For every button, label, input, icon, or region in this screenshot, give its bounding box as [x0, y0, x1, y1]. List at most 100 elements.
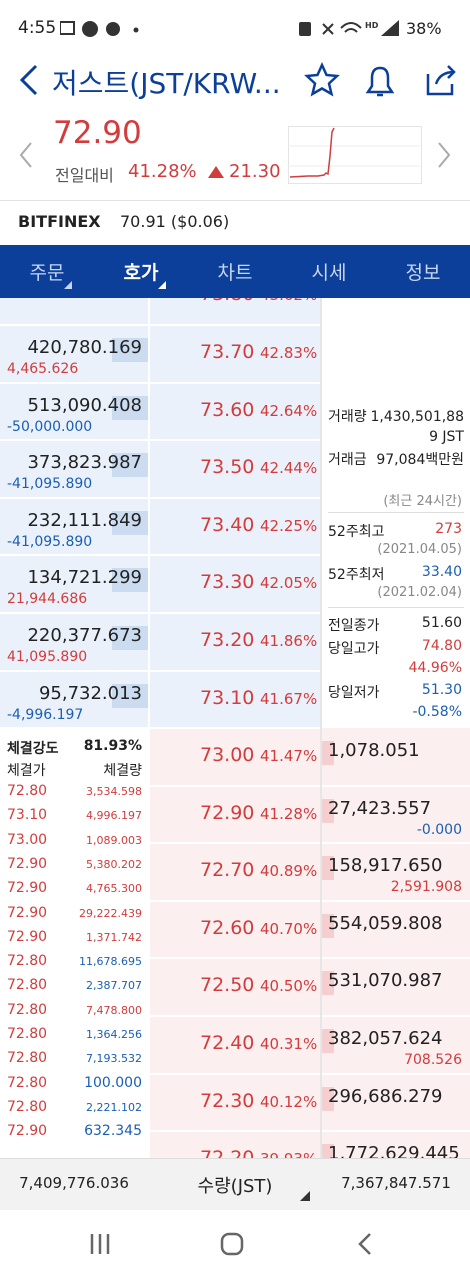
- back-nav[interactable]: [358, 1233, 371, 1255]
- info-value: 273: [435, 521, 462, 537]
- bid-change: 2,591.908: [390, 879, 462, 896]
- row-separator: [150, 1072, 470, 1075]
- trade-volume: 29,222.439: [79, 906, 142, 920]
- info-rate: -0.58%: [412, 704, 462, 720]
- status-icons: [60, 21, 139, 37]
- ask-price: 73.50: [200, 456, 255, 479]
- info-note: (최근 24시간): [383, 494, 462, 509]
- info-label: 당일고가: [328, 641, 380, 657]
- row-separator: [150, 784, 470, 787]
- prev-arrow[interactable]: [16, 140, 36, 170]
- info-rate: 44.96%: [408, 660, 462, 676]
- ask-price: 73.10: [200, 686, 255, 709]
- status-time: 4:55: [18, 18, 57, 38]
- tab[interactable]: 주문: [29, 262, 65, 284]
- strength-value: 81.93%: [83, 738, 142, 754]
- ask-change: 21,944.686: [7, 591, 88, 608]
- info-label: 52주최고: [328, 524, 385, 540]
- trade-volume: 7,478.800: [86, 1003, 142, 1017]
- bid-right-bg: [322, 728, 470, 1158]
- ask-change: 4,465.626: [7, 361, 79, 377]
- trade-price: 72.90: [7, 928, 48, 945]
- bid-quantity: 296,686.279: [328, 1085, 443, 1107]
- row-separator: [0, 439, 320, 442]
- tab-dropdown-icon: [64, 281, 72, 289]
- ask-change: 41,095.890: [7, 649, 88, 665]
- info-note: (2021.04.05): [377, 542, 462, 557]
- bid-total: 7,367,847.571: [341, 1174, 451, 1192]
- divider: [0, 200, 470, 201]
- trade-volume: 3,534.598: [86, 785, 142, 798]
- bid-quantity-bar: [322, 741, 334, 765]
- row-separator: [0, 496, 320, 499]
- bid-quantity: 158,917.650: [328, 855, 443, 877]
- tab-bar: 주문 호가 차트 시세 정보: [0, 245, 470, 298]
- info-label: 52주최저: [328, 567, 385, 583]
- ask-price: 73.40: [200, 513, 255, 536]
- trade-volume: 632.345: [84, 1123, 142, 1140]
- tab[interactable]: 차트: [217, 262, 253, 284]
- unit-selector[interactable]: 수량(JST): [197, 1176, 273, 1197]
- trade-price-header: 체결가: [7, 763, 46, 779]
- info-value: 74.80: [421, 638, 462, 654]
- ask-rate: 42.64%: [260, 401, 318, 420]
- trade-volume: 4,765.300: [86, 882, 142, 896]
- ask-quantity: 513,090.408: [27, 394, 142, 416]
- unit-dropdown-icon: [300, 1191, 310, 1201]
- bid-quantity: 531,070.987: [328, 970, 443, 992]
- tab[interactable]: 호가: [123, 262, 159, 284]
- ask-change: -50,000.000: [7, 418, 93, 435]
- bid-price: 72.70: [200, 859, 255, 882]
- info-label: 거래량: [328, 409, 367, 425]
- row-separator: [150, 842, 470, 845]
- bid-rate: 39.93%: [260, 1150, 317, 1158]
- tab[interactable]: 정보: [405, 262, 441, 284]
- row-separator: [150, 1015, 470, 1017]
- trade-price: 72.90: [7, 855, 48, 872]
- ask-quantity: 232,111.849: [27, 509, 142, 531]
- bid-price: 72.50: [200, 974, 255, 997]
- change-rate: 41.28%: [128, 161, 197, 182]
- trade-price: 72.90: [7, 904, 48, 921]
- bid-quantity-bar: [322, 1029, 334, 1053]
- ask-price: 73.70: [200, 341, 255, 363]
- row-separator: [0, 612, 320, 614]
- next-arrow[interactable]: [434, 140, 454, 170]
- row-separator: [150, 1130, 470, 1133]
- bid-quantity-bar: [322, 913, 334, 938]
- trade-volume: 4,996.197: [86, 809, 142, 823]
- info-amount: 거래금 97,084백만원: [328, 450, 464, 470]
- info-volume: 거래량 1,430,501,889 JST: [328, 407, 464, 447]
- row-separator: [150, 957, 470, 960]
- ask-rate: 42.05%: [260, 574, 318, 593]
- tab[interactable]: 시세: [311, 262, 347, 284]
- ask-rate: 41.86%: [260, 632, 318, 650]
- tab-dropdown-icon: [158, 281, 166, 289]
- ask-quantity: 420,780.169: [27, 337, 142, 358]
- bid-change: 708.526: [404, 1052, 462, 1068]
- bid-mid-bg: [150, 728, 320, 1158]
- bid-rate: 40.70%: [260, 919, 318, 938]
- bid-rate: 40.89%: [260, 862, 318, 881]
- trade-volume: 2,221.102: [86, 1100, 142, 1114]
- ask-price: 73.60: [200, 398, 255, 421]
- trade-price: 72.80: [7, 1001, 48, 1018]
- trade-volume: 11,678.695: [79, 955, 142, 969]
- info-value: 51.30: [421, 682, 462, 698]
- recent-apps[interactable]: [90, 1234, 110, 1254]
- bid-quantity-bar: [322, 971, 334, 996]
- info-note: (2021.02.04): [377, 585, 462, 600]
- trade-price: 72.90: [7, 1123, 48, 1140]
- home-button[interactable]: [220, 1232, 244, 1256]
- page-title: 저스트(JST/KRW...: [52, 67, 281, 100]
- change-amount: 21.30: [229, 161, 281, 182]
- back-button[interactable]: [14, 62, 44, 98]
- ask-quantity: 95,732.013: [38, 682, 142, 704]
- header-actions[interactable]: [304, 62, 464, 100]
- svg-text:HD: HD: [365, 21, 379, 30]
- info-value: 33.40: [421, 564, 462, 580]
- ask-quantity: 373,823.987: [27, 452, 142, 474]
- bid-quantity: 1,078.051: [328, 740, 420, 761]
- info-value: 1,430,501,889 JST: [370, 409, 464, 445]
